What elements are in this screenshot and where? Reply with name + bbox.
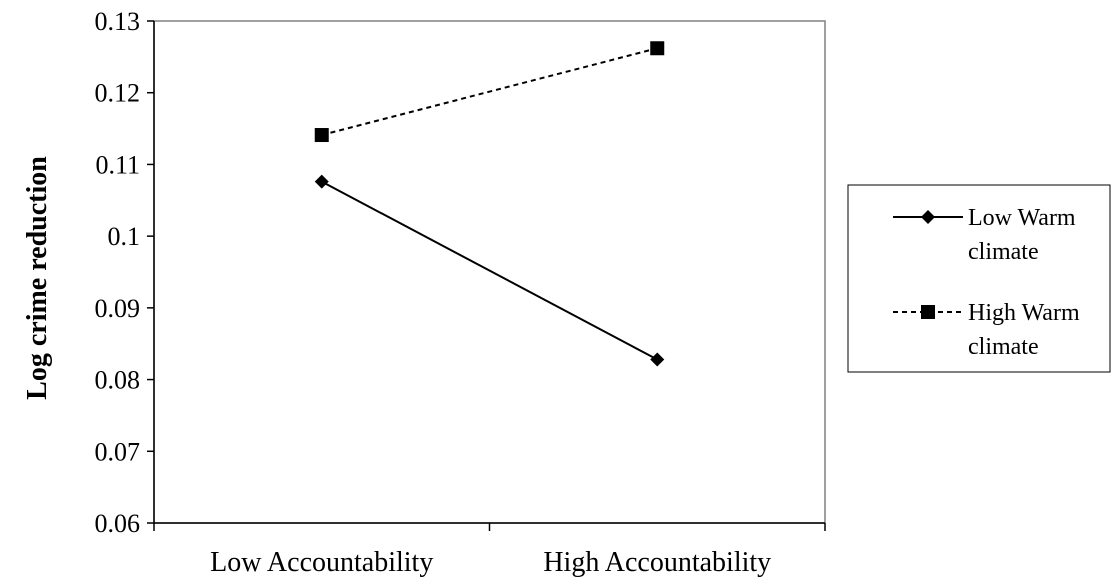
y-tick-label: 0.09 bbox=[95, 294, 141, 323]
y-tick-label: 0.11 bbox=[95, 150, 140, 179]
series-layer bbox=[314, 41, 665, 367]
legend-marker bbox=[921, 210, 935, 224]
legend-label: High Warm bbox=[968, 300, 1080, 326]
data-point bbox=[314, 174, 329, 189]
legend-box bbox=[847, 184, 1111, 373]
data-point bbox=[650, 352, 665, 367]
y-tick-label: 0.08 bbox=[95, 366, 141, 395]
legend-label: climate bbox=[968, 239, 1039, 265]
legend-label: Low Warm bbox=[968, 205, 1076, 231]
y-axis-label: Log crime reduction bbox=[22, 156, 53, 400]
y-tick-label: 0.07 bbox=[95, 437, 141, 466]
y-ticks: 0.06 0.07 0.08 0.09 0.1 0.11 0.12 0.13 bbox=[95, 7, 154, 538]
legend-entry-2: High Warm climate bbox=[893, 300, 1080, 360]
y-tick-label: 0.12 bbox=[95, 79, 141, 108]
data-point bbox=[650, 41, 665, 56]
legend-label: climate bbox=[968, 334, 1039, 360]
y-tick-label: 0.13 bbox=[95, 7, 141, 36]
y-tick-label: 0.06 bbox=[95, 509, 141, 538]
legend: Low Warm climate High Warm climate bbox=[847, 184, 1111, 373]
series-line bbox=[321, 47, 658, 136]
series-2 bbox=[314, 41, 665, 143]
x-ticks: Low Accountability High Accountability bbox=[153, 523, 826, 578]
plot-area bbox=[153, 20, 826, 524]
legend-entry-1: Low Warm climate bbox=[893, 205, 1076, 265]
y-tick-label: 0.1 bbox=[108, 222, 141, 251]
x-tick-label: High Accountability bbox=[543, 547, 771, 578]
series-line bbox=[321, 180, 658, 361]
data-point bbox=[314, 128, 329, 143]
legend-marker bbox=[921, 305, 935, 319]
x-tick-label: Low Accountability bbox=[210, 547, 433, 578]
series-1 bbox=[314, 174, 665, 367]
